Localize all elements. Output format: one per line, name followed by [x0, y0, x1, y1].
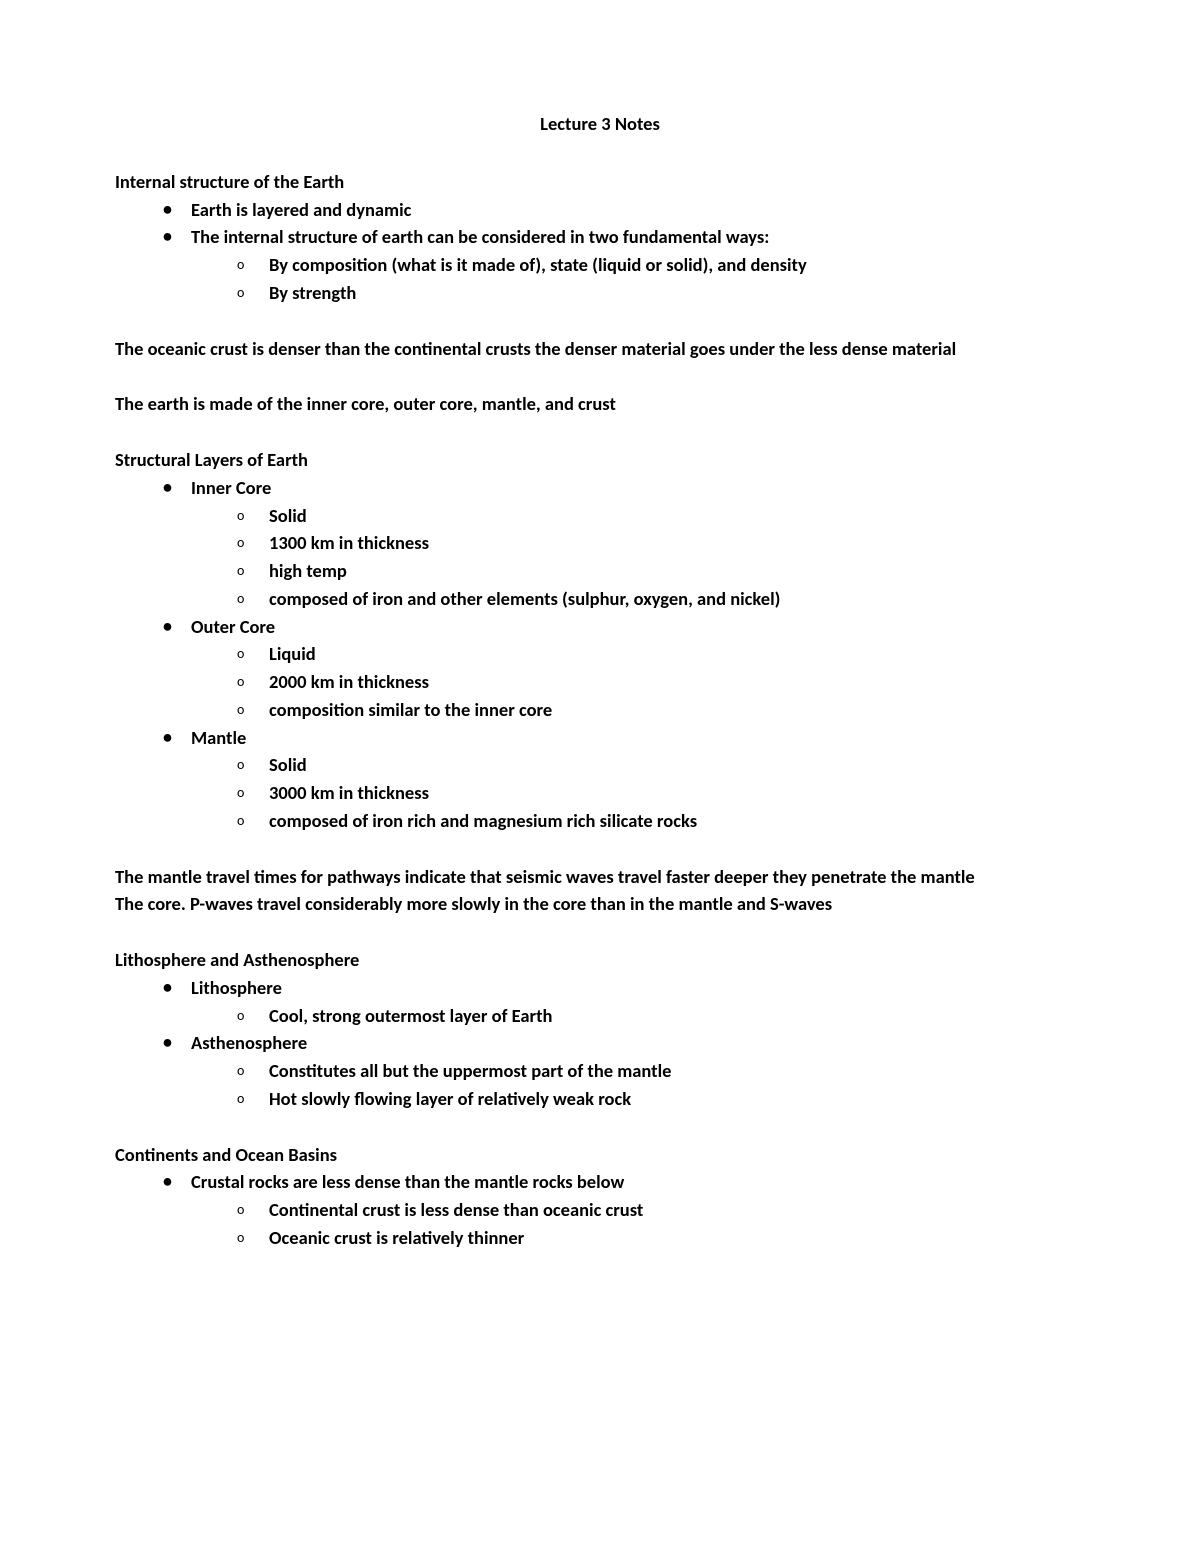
- section-heading: Structural Layers of Earth: [115, 446, 1085, 474]
- list-item-text: Outer Core: [191, 615, 275, 638]
- list-item: By composition (what is it made of), sta…: [237, 251, 1085, 279]
- list-item: composed of iron and other elements (sul…: [237, 585, 1085, 613]
- sub-bullet-list: Solid 3000 km in thickness composed of i…: [191, 751, 1085, 834]
- list-item-text: Lithosphere: [191, 976, 282, 999]
- list-item-text: The internal structure of earth can be c…: [191, 225, 769, 248]
- list-item: Liquid: [237, 640, 1085, 668]
- paragraph: The earth is made of the inner core, out…: [115, 390, 1085, 418]
- list-item: high temp: [237, 557, 1085, 585]
- list-item: composed of iron rich and magnesium rich…: [237, 807, 1085, 835]
- sub-bullet-list: Solid 1300 km in thickness high temp com…: [191, 502, 1085, 613]
- section-heading: Internal structure of the Earth: [115, 168, 1085, 196]
- sub-bullet-list: By composition (what is it made of), sta…: [191, 251, 1085, 307]
- section-continents: Continents and Ocean Basins Crustal rock…: [115, 1141, 1085, 1252]
- sub-bullet-list: Continental crust is less dense than oce…: [191, 1196, 1085, 1252]
- list-item: Inner Core Solid 1300 km in thickness hi…: [163, 474, 1085, 613]
- list-item: Earth is layered and dynamic: [163, 196, 1085, 224]
- list-item: By strength: [237, 279, 1085, 307]
- list-item: Oceanic crust is relatively thinner: [237, 1224, 1085, 1252]
- paragraph: The core. P-waves travel considerably mo…: [115, 890, 1085, 918]
- list-item: Continental crust is less dense than oce…: [237, 1196, 1085, 1224]
- list-item-text: Mantle: [191, 726, 246, 749]
- bullet-list: Earth is layered and dynamic The interna…: [115, 196, 1085, 307]
- list-item: 1300 km in thickness: [237, 529, 1085, 557]
- list-item-text: Asthenosphere: [191, 1031, 307, 1054]
- sub-bullet-list: Cool, strong outermost layer of Earth: [191, 1002, 1085, 1030]
- list-item: Cool, strong outermost layer of Earth: [237, 1002, 1085, 1030]
- bullet-list: Crustal rocks are less dense than the ma…: [115, 1168, 1085, 1251]
- section-heading: Continents and Ocean Basins: [115, 1141, 1085, 1169]
- list-item: Lithosphere Cool, strong outermost layer…: [163, 974, 1085, 1030]
- list-item: Solid: [237, 502, 1085, 530]
- list-item-text: Crustal rocks are less dense than the ma…: [191, 1170, 624, 1193]
- list-item: The internal structure of earth can be c…: [163, 223, 1085, 306]
- list-item: Hot slowly flowing layer of relatively w…: [237, 1085, 1085, 1113]
- list-item: Outer Core Liquid 2000 km in thickness c…: [163, 613, 1085, 724]
- list-item: Constitutes all but the uppermost part o…: [237, 1057, 1085, 1085]
- sub-bullet-list: Liquid 2000 km in thickness composition …: [191, 640, 1085, 723]
- section-structural-layers: Structural Layers of Earth Inner Core So…: [115, 446, 1085, 835]
- page-title: Lecture 3 Notes: [115, 110, 1085, 138]
- list-item: Crustal rocks are less dense than the ma…: [163, 1168, 1085, 1251]
- section-lithosphere: Lithosphere and Asthenosphere Lithospher…: [115, 946, 1085, 1113]
- list-item: Solid: [237, 751, 1085, 779]
- list-item-text: Inner Core: [191, 476, 271, 499]
- paragraph: The oceanic crust is denser than the con…: [115, 335, 1085, 363]
- paragraph: The mantle travel times for pathways ind…: [115, 863, 1085, 891]
- list-item: Mantle Solid 3000 km in thickness compos…: [163, 724, 1085, 835]
- list-item: 2000 km in thickness: [237, 668, 1085, 696]
- list-item: composition similar to the inner core: [237, 696, 1085, 724]
- bullet-list: Lithosphere Cool, strong outermost layer…: [115, 974, 1085, 1113]
- list-item: 3000 km in thickness: [237, 779, 1085, 807]
- bullet-list: Inner Core Solid 1300 km in thickness hi…: [115, 474, 1085, 835]
- section-internal-structure: Internal structure of the Earth Earth is…: [115, 168, 1085, 307]
- list-item: Asthenosphere Constitutes all but the up…: [163, 1029, 1085, 1112]
- sub-bullet-list: Constitutes all but the uppermost part o…: [191, 1057, 1085, 1113]
- section-heading: Lithosphere and Asthenosphere: [115, 946, 1085, 974]
